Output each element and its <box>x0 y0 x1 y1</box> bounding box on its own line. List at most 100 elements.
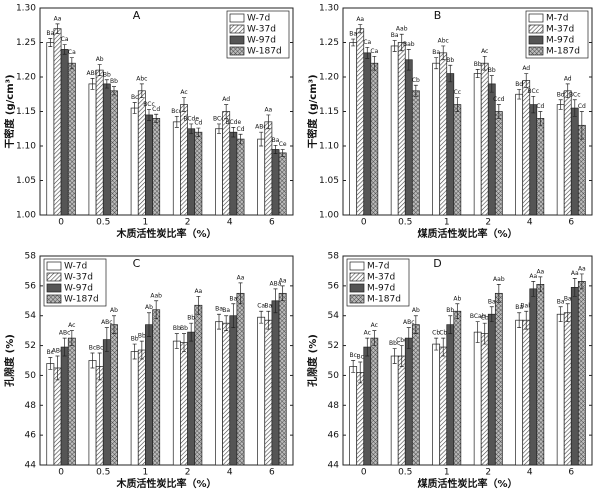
bar <box>130 107 139 216</box>
error-bar <box>139 83 144 99</box>
x-tick-label: 4 <box>527 218 533 228</box>
plot-frame <box>39 255 294 466</box>
significance-label: Cd <box>536 103 544 110</box>
bar <box>453 310 462 466</box>
error-bar <box>531 95 536 114</box>
error-bar <box>372 55 377 71</box>
bar <box>278 292 287 466</box>
x-tick-label: 0 <box>361 218 367 228</box>
bar <box>370 62 379 216</box>
bar <box>187 331 196 466</box>
error-bar <box>351 360 356 373</box>
panel-title: C <box>133 257 141 270</box>
significance-label: BCd <box>213 115 225 122</box>
significance-label: ABa <box>270 280 282 287</box>
bar <box>88 83 97 216</box>
bar <box>172 121 181 216</box>
significance-label: Ba <box>222 307 230 314</box>
error-bar <box>579 111 584 140</box>
bar <box>102 83 111 216</box>
bar <box>473 73 482 216</box>
significance-label: Ca <box>363 39 371 46</box>
bar <box>370 337 379 466</box>
significance-label: ABb <box>86 70 98 77</box>
x-tick-label: 6 <box>568 218 574 228</box>
significance-label: ABd <box>255 124 267 131</box>
y-tick-label: 56 <box>328 281 340 291</box>
bar <box>404 337 413 466</box>
y-tick-label: 48 <box>25 401 37 411</box>
significance-label: Cb <box>412 77 420 84</box>
bar <box>145 114 153 216</box>
y-tick-label: 1.30 <box>16 4 36 14</box>
error-bar <box>517 89 522 100</box>
error-bar <box>531 281 536 297</box>
y-tick-label: 1.25 <box>319 38 339 48</box>
significance-label: Ad <box>564 75 572 82</box>
significance-label: Aa <box>54 15 62 22</box>
bar <box>46 42 55 216</box>
significance-label: BCc <box>569 91 581 98</box>
y-tick-label: 1.00 <box>16 211 36 221</box>
x-tick-label: 1 <box>143 218 149 228</box>
significance-label: Aab <box>396 26 408 33</box>
error-bar <box>224 104 229 119</box>
bar <box>356 28 365 216</box>
bar <box>349 366 358 466</box>
error-bar <box>97 352 102 381</box>
significance-label: ABc <box>101 319 113 326</box>
error-bar <box>517 312 522 329</box>
significance-label: Ab <box>453 295 461 302</box>
significance-label: Abc <box>136 75 147 82</box>
bar <box>130 351 139 466</box>
bar <box>67 337 76 466</box>
significance-label: Bb <box>173 325 181 332</box>
significance-label: Ad <box>522 65 530 72</box>
bar <box>453 104 462 216</box>
error-bar <box>196 295 201 315</box>
significance-label: Bb <box>110 78 118 85</box>
error-bar <box>55 355 60 381</box>
y-tick-label: 44 <box>25 461 37 471</box>
significance-label: Ba <box>557 298 565 305</box>
significance-label: Ccd <box>493 96 504 103</box>
significance-label: Abc <box>438 37 449 44</box>
error-bar <box>372 330 377 346</box>
bar <box>53 367 62 466</box>
x-tick-label: 2 <box>185 218 191 228</box>
legend-swatch <box>46 283 62 293</box>
error-bar <box>132 102 137 114</box>
x-tick-label: 0 <box>58 468 64 478</box>
significance-label: Bd <box>557 91 565 98</box>
legend-swatch <box>528 24 544 34</box>
error-bar <box>448 315 453 334</box>
x-tick-label: 4 <box>227 468 233 478</box>
error-bar <box>482 322 487 345</box>
error-bar <box>62 44 67 55</box>
bar <box>137 349 146 466</box>
significance-label: Bb <box>446 307 454 314</box>
error-bar <box>147 312 152 337</box>
bar <box>397 355 406 466</box>
significance-label: Aa <box>279 277 287 284</box>
bar <box>480 333 489 466</box>
error-bar <box>224 315 229 331</box>
error-bar <box>358 24 363 34</box>
significance-label: Bd <box>515 81 523 88</box>
bar <box>88 360 97 466</box>
bar <box>487 83 496 216</box>
legend-label: W-37d <box>64 273 93 283</box>
error-bar <box>280 149 285 157</box>
y-tick-label: 1.15 <box>319 107 339 117</box>
error-bar <box>448 64 453 83</box>
x-tick-label: 2 <box>185 468 191 478</box>
legend-label: W-7d <box>64 262 87 272</box>
error-bar <box>48 357 53 370</box>
y-axis-label: 干密度 (g/cm³) <box>3 74 16 148</box>
significance-label: Aa <box>529 273 537 280</box>
bar <box>411 324 420 466</box>
legend-label: M-37d <box>546 25 574 35</box>
x-tick-label: 4 <box>527 468 533 478</box>
bar <box>563 312 572 466</box>
